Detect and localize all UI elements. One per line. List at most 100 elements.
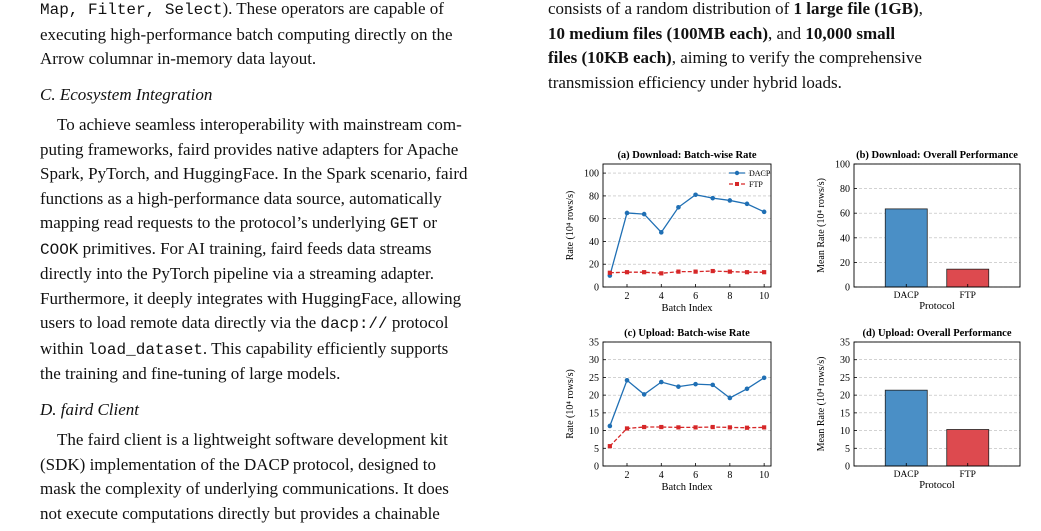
left-column: Map, Filter, Select). These operators ar… [40,0,512,526]
text-run: the training and fine-tuning of large mo… [40,364,341,383]
dacp-point [607,423,613,429]
x-tick-label: 2 [625,470,630,481]
series-line-ftp [609,270,765,274]
y-tick-label: 60 [589,214,599,225]
x-axis-label: Batch Index [661,303,713,314]
y-tick-label: 100 [584,169,599,180]
legend-ftp-label: FTP [749,180,763,189]
legend: DACP FTP [729,169,771,189]
text-run: , and [768,23,806,43]
ftp-point [624,426,630,431]
y-tick-label: 100 [835,160,850,171]
ftp-point [693,425,698,430]
dacp-point [761,209,767,215]
paragraph-ecosystem: To achieve seamless interoperability wit… [40,113,512,387]
ftp-point [676,425,681,430]
y-tick-label: 20 [840,391,850,402]
y-tick-label: 15 [840,408,850,419]
code-term: dacp:// [320,315,388,333]
ftp-point [624,270,630,275]
paragraph-test-dataset: consists of a random distribution of 1 l… [548,0,1002,95]
bold-text: 1 large file (1GB) [793,0,919,18]
y-axis-label: Rate (10⁴ rows/s) [565,191,576,261]
dacp-point [624,210,630,216]
ftp-point [642,424,647,430]
text-line: within load_dataset. This capability eff… [40,338,449,359]
x-tick-label: 10 [759,470,769,481]
series-line-ftp [609,426,765,447]
x-tick-label: DACP [894,470,919,480]
dacp-point [658,230,664,235]
text-line: files (10KB each), aiming to verify the … [548,48,922,67]
text-line: not execute computations directly but pr… [40,503,440,523]
text-run: . This capability efficiently supports [202,338,449,358]
dacp-point [676,384,681,389]
chart-panel-4: (d) Upload: Overall Performance 0 5 10 15 20 2… [816,328,1021,491]
ftp-point [762,425,767,430]
bar-dacp [884,389,928,467]
code-term: COOK [40,240,79,259]
y-tick-label: 20 [840,258,850,269]
text-run: within [40,338,88,358]
section-heading-c: C. Ecosystem Integration [40,84,213,104]
y-tick-label: 0 [845,283,850,294]
text-line: Spark, PyTorch, and HuggingFace. In the … [40,164,467,183]
operators-line-3: Arrow columnar in-memory data layout. [40,49,317,68]
text-line: To achieve seamless interoperability wit… [57,115,462,134]
y-tick-label: 35 [589,338,599,349]
y-tick-label: 10 [840,426,850,437]
y-tick-label: 35 [840,338,850,349]
y-axis-label: Mean Rate (10⁴ rows/s) [816,178,827,273]
dacp-point [624,377,630,383]
bold-text: 10,000 small [805,23,896,43]
y-tick-label: 80 [840,184,850,195]
plot-frame [602,341,772,467]
x-tick-label: 6 [693,291,698,302]
text-run: primitives. For AI training, faird feeds… [78,238,432,258]
text-run: , aiming to verify the comprehensive [671,48,922,67]
text-run: To achieve seamless interoperability wit… [57,115,462,134]
text-line: directly into the PyTorch pipeline via a… [40,264,434,283]
ftp-point [642,270,647,275]
y-tick-label: 5 [845,444,850,455]
dacp-point [744,386,750,392]
operators-line: Map, Filter, Select). These operators ar… [40,0,444,19]
x-tick-label: FTP [960,291,976,301]
section-heading-d: D. faird Client [40,399,140,419]
dacp-point [761,375,767,381]
dacp-point [676,204,681,210]
x-tick-label: 4 [659,291,664,302]
text-run: functions as a high-performance data sou… [40,188,442,208]
x-tick-label: 2 [625,291,630,302]
text-line: users to load remote data directly via t… [40,313,449,333]
text-run: consists of a random distribution of [548,0,794,18]
text-line: The faird client is a lightweight softwa… [57,430,448,449]
text-line: mask the complexity of underlying commun… [40,479,449,498]
dacp-point [744,201,750,207]
x-tick-label: DACP [894,291,919,301]
y-tick-label: 25 [840,373,850,384]
text-run: or [418,213,438,232]
text-line: consists of a random distribution of 1 l… [548,0,923,18]
x-axis-label: Batch Index [661,482,713,493]
text-run: puting frameworks, faird provides native… [40,139,459,159]
code-term: load_dataset [87,340,203,359]
bar-ftp [946,429,990,467]
dacp-point [710,382,716,388]
chart-title: (b) Download: Overall Performance [856,150,1018,161]
y-tick-label: 25 [589,373,599,384]
ftp-point [659,424,664,430]
y-tick-label: 30 [589,355,599,366]
ftp-point [727,269,732,274]
text-run: directly into the PyTorch pipeline via a… [40,264,434,283]
x-tick-label: 10 [759,291,769,302]
ftp-point [744,270,750,275]
ftp-point [659,271,664,276]
text-run: ). These operators are capable of [222,0,444,18]
dacp-point [693,381,698,387]
plot-frame [853,163,1021,288]
dacp-point [710,195,716,201]
y-tick-label: 40 [589,237,599,248]
text-run: Furthermore, it deeply integrates with H… [40,288,462,308]
ftp-point [607,444,612,449]
